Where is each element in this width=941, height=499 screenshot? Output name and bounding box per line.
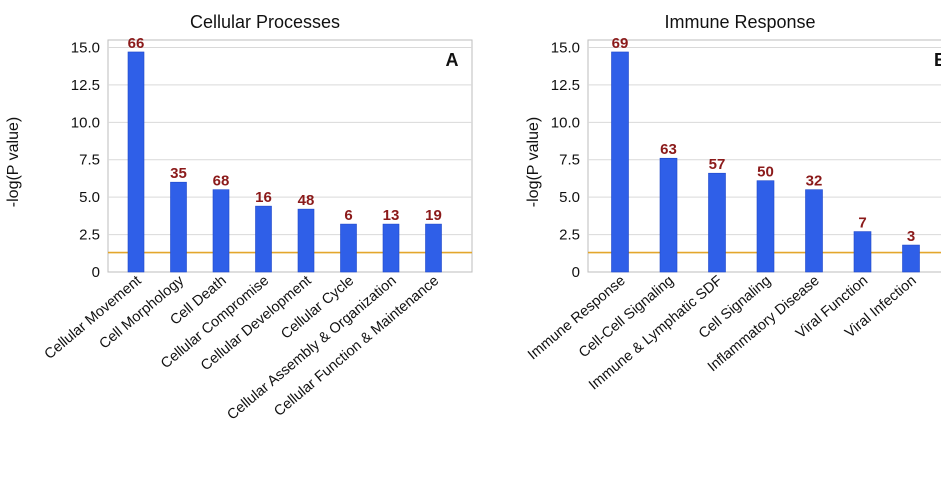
y-axis-label: -log(P value) [5, 117, 22, 207]
bar [902, 244, 920, 273]
bar-data-label: 6 [344, 207, 352, 224]
bar [170, 181, 187, 273]
bar-data-label: 35 [170, 165, 187, 182]
bar [127, 51, 145, 273]
y-tick-label: 2.5 [559, 227, 580, 244]
bar [425, 223, 442, 273]
bar [212, 189, 230, 273]
bar-data-label: 3 [907, 228, 915, 245]
bar-data-label: 13 [383, 207, 400, 224]
chart-immune-response: Immune Response B -log(P value) 69 63 57 50… [525, 12, 941, 393]
bar-data-label: 69 [612, 35, 629, 52]
y-tick-label: 7.5 [559, 152, 580, 169]
panel-label: B [934, 50, 941, 70]
y-axis-label: -log(P value) [525, 117, 542, 207]
y-tick-label: 0 [92, 264, 100, 281]
panel-label: A [446, 50, 459, 70]
bar [297, 208, 315, 273]
y-tick-label: 10.0 [71, 114, 100, 131]
y-tick-label: 15.0 [551, 39, 580, 56]
bar [382, 223, 400, 273]
chart-title: Immune Response [664, 12, 815, 32]
bar-data-label: 32 [806, 173, 823, 190]
y-tick-label: 12.5 [71, 77, 100, 94]
y-tick-label: 7.5 [79, 152, 100, 169]
bar [659, 157, 678, 273]
bar [708, 172, 726, 273]
y-tick-label: 10.0 [551, 114, 580, 131]
bar [340, 223, 357, 273]
chart-cellular-processes: Cellular Processes A -log(P value) 66 35 6… [5, 12, 473, 423]
bar [853, 231, 872, 273]
bar-data-label: 16 [255, 189, 272, 206]
bar-data-label: 19 [425, 207, 442, 224]
y-tick-label: 5.0 [79, 189, 100, 206]
y-tick-label: 15.0 [71, 39, 100, 56]
chart-title: Cellular Processes [190, 12, 340, 32]
bar [756, 180, 775, 273]
y-tick-label: 0 [572, 264, 580, 281]
bar-data-label: 50 [757, 164, 774, 181]
plot-frame [107, 39, 473, 273]
y-tick-label: 5.0 [559, 189, 580, 206]
y-tick-label: 2.5 [79, 227, 100, 244]
bar [611, 51, 629, 273]
bar-data-label: 48 [298, 192, 315, 209]
bar [805, 189, 823, 273]
bar-data-label: 68 [213, 173, 230, 190]
bar-data-label: 66 [128, 35, 145, 52]
bar-data-label: 57 [709, 156, 726, 173]
bar-data-label: 7 [858, 215, 866, 232]
bar [255, 205, 272, 273]
y-tick-label: 12.5 [551, 77, 580, 94]
bar-data-label: 63 [660, 141, 677, 158]
